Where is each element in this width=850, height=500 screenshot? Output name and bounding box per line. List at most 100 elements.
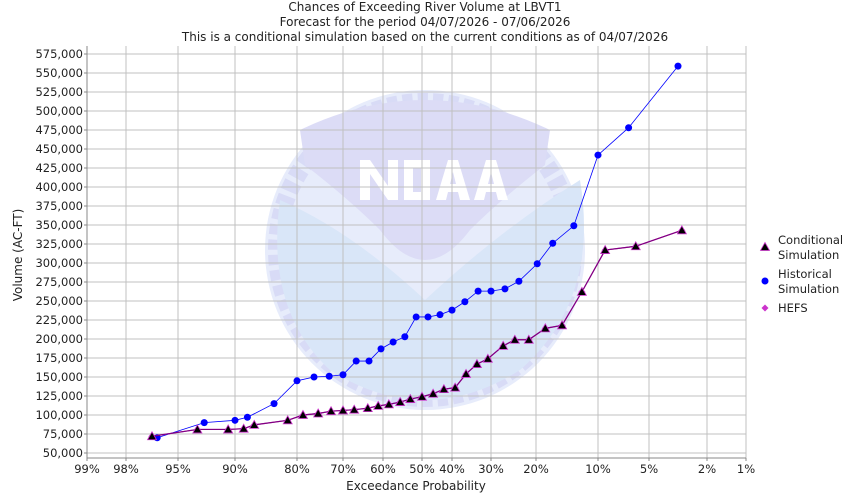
data-point (594, 151, 602, 159)
data-point (231, 416, 239, 424)
x-tick-label: 50% (409, 462, 435, 476)
data-point (487, 287, 495, 295)
data-point (325, 405, 337, 416)
data-point (501, 285, 509, 293)
legend-item: HEFS (761, 301, 808, 315)
data-point (540, 323, 551, 333)
chart-subtitle-2: This is a conditional simulation based o… (181, 30, 668, 44)
y-tick-label: 50,000 (43, 446, 83, 460)
data-point (349, 404, 360, 414)
data-point (339, 371, 347, 379)
data-point (293, 377, 301, 385)
y-tick-label: 250,000 (35, 294, 83, 308)
chart-subtitle: Forecast for the period 04/07/2026 - 07/… (280, 15, 571, 29)
data-point (192, 424, 203, 434)
y-tick-label: 475,000 (35, 123, 83, 137)
data-point (449, 382, 461, 392)
data-point (412, 313, 420, 321)
data-point (146, 430, 158, 441)
noaa-watermark-logo (265, 90, 585, 410)
legend-label: Conditional (778, 233, 843, 247)
data-point (438, 383, 450, 394)
x-tick-label: 40% (439, 462, 465, 476)
grid (86, 46, 747, 458)
data-point (625, 124, 633, 132)
y-tick-label: 325,000 (35, 237, 83, 251)
y-axis-label: Volume (AC-FT) (11, 209, 25, 302)
x-tick-label: 90% (222, 462, 248, 476)
data-point (523, 334, 534, 344)
x-tick-label: 98% (113, 462, 139, 476)
x-tick-label: 30% (478, 462, 504, 476)
x-tick-label: 20% (523, 462, 549, 476)
data-point (549, 239, 557, 247)
data-point (377, 345, 385, 353)
x-tick-label: 5% (640, 462, 658, 476)
data-point (243, 413, 251, 421)
data-point (270, 400, 278, 408)
y-tick-label: 450,000 (35, 142, 83, 156)
data-point (389, 338, 397, 346)
y-tick-label: 350,000 (35, 218, 83, 232)
legend-label: HEFS (778, 301, 808, 315)
data-point (238, 423, 249, 433)
legend-label: Historical (778, 267, 832, 281)
data-point (297, 409, 309, 419)
data-point (394, 396, 406, 406)
data-point (249, 419, 260, 429)
y-tick-label: 175,000 (35, 351, 83, 365)
x-tick-label: 1% (737, 462, 755, 476)
y-tick-label: 275,000 (35, 275, 83, 289)
data-point (365, 357, 373, 365)
legend-label: Simulation (778, 248, 839, 262)
data-point (362, 402, 373, 413)
y-tick-label: 200,000 (35, 332, 83, 346)
y-tick-label: 375,000 (35, 199, 83, 213)
data-point (427, 388, 439, 398)
data-point (471, 358, 483, 368)
data-point (474, 287, 482, 295)
y-tick-label: 125,000 (35, 389, 83, 403)
legend-label: Simulation (778, 282, 839, 296)
data-point (405, 393, 416, 403)
x-tick-label: 70% (330, 462, 356, 476)
data-point (337, 405, 349, 415)
data-point (436, 311, 444, 319)
data-point (282, 415, 293, 425)
data-point (325, 372, 333, 380)
data-point (460, 368, 472, 378)
data-point (630, 240, 641, 251)
data-point (461, 298, 469, 306)
legend: ConditionalSimulationHistoricalSimulatio… (759, 233, 843, 315)
y-tick-label: 500,000 (35, 104, 83, 118)
y-tick-label: 150,000 (35, 370, 83, 384)
data-point (599, 244, 611, 254)
x-axis-label: Exceedance Probability (346, 479, 486, 493)
data-point (576, 286, 588, 296)
data-point (570, 222, 578, 230)
watermark-noaa-letters (360, 160, 508, 200)
x-tick-label: 80% (284, 462, 310, 476)
watermark-wave-shape (277, 180, 584, 400)
series-layer (146, 62, 688, 442)
data-point (674, 62, 682, 70)
data-point (222, 424, 234, 434)
data-point (373, 400, 384, 410)
data-point (533, 260, 541, 268)
data-point (401, 333, 409, 341)
x-tick-label: 95% (165, 462, 191, 476)
data-point (556, 320, 568, 330)
data-point (515, 277, 523, 285)
legend-marker-diamond (761, 304, 769, 312)
data-point (352, 357, 360, 365)
data-point (509, 334, 521, 344)
legend-marker-circle (761, 277, 769, 285)
x-tick-label: 2% (698, 462, 716, 476)
axes: 50,000 75,000 100,000 125,000 150,000 175,000… (35, 46, 755, 476)
data-point (497, 340, 509, 350)
y-tick-label: 550,000 (35, 66, 83, 80)
data-point (312, 408, 324, 418)
